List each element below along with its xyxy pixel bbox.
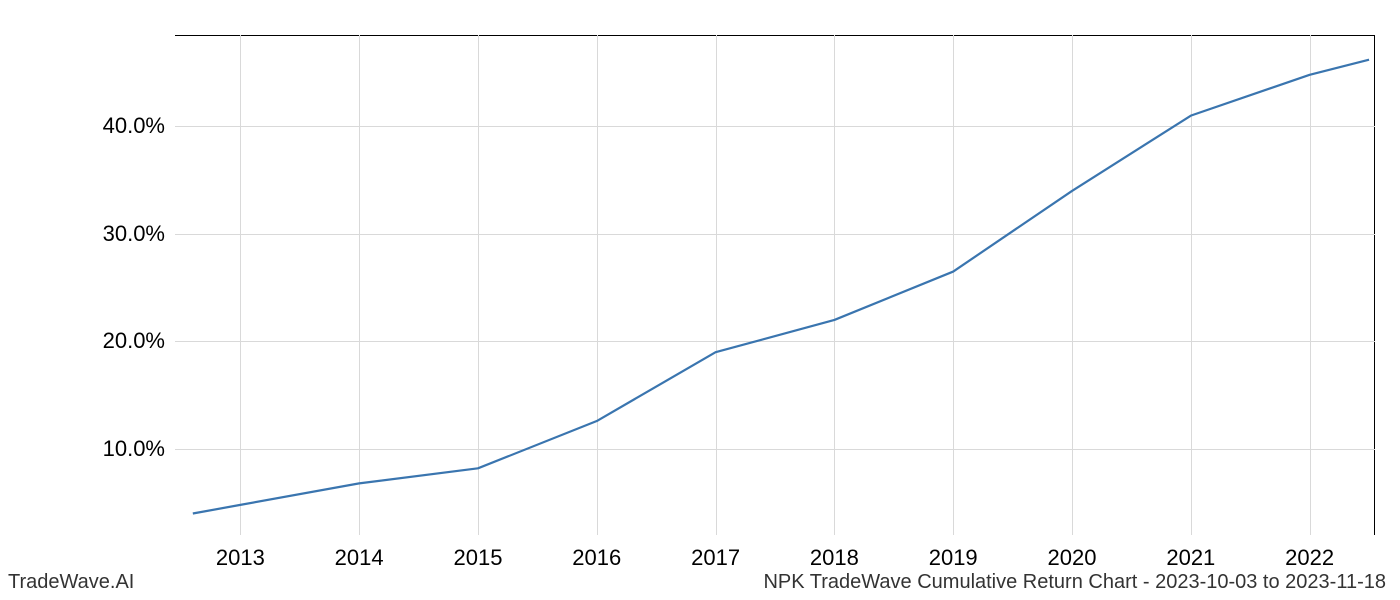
footer-caption: NPK TradeWave Cumulative Return Chart - … <box>763 571 1386 594</box>
y-tick-label: 40.0% <box>103 113 165 139</box>
chart-plot-area <box>175 35 1375 535</box>
x-tick-label: 2017 <box>691 545 740 571</box>
line-series <box>175 35 1375 535</box>
x-tick-label: 2018 <box>810 545 859 571</box>
y-tick-label: 10.0% <box>103 436 165 462</box>
x-tick-label: 2016 <box>572 545 621 571</box>
x-tick-label: 2021 <box>1166 545 1215 571</box>
y-tick-label: 20.0% <box>103 328 165 354</box>
x-tick-label: 2015 <box>453 545 502 571</box>
x-tick-label: 2019 <box>929 545 978 571</box>
y-tick-label: 30.0% <box>103 221 165 247</box>
return-line <box>193 60 1369 514</box>
x-tick-label: 2020 <box>1048 545 1097 571</box>
footer-brand: TradeWave.AI <box>8 571 134 594</box>
x-tick-label: 2022 <box>1285 545 1334 571</box>
x-tick-label: 2013 <box>216 545 265 571</box>
x-tick-label: 2014 <box>335 545 384 571</box>
